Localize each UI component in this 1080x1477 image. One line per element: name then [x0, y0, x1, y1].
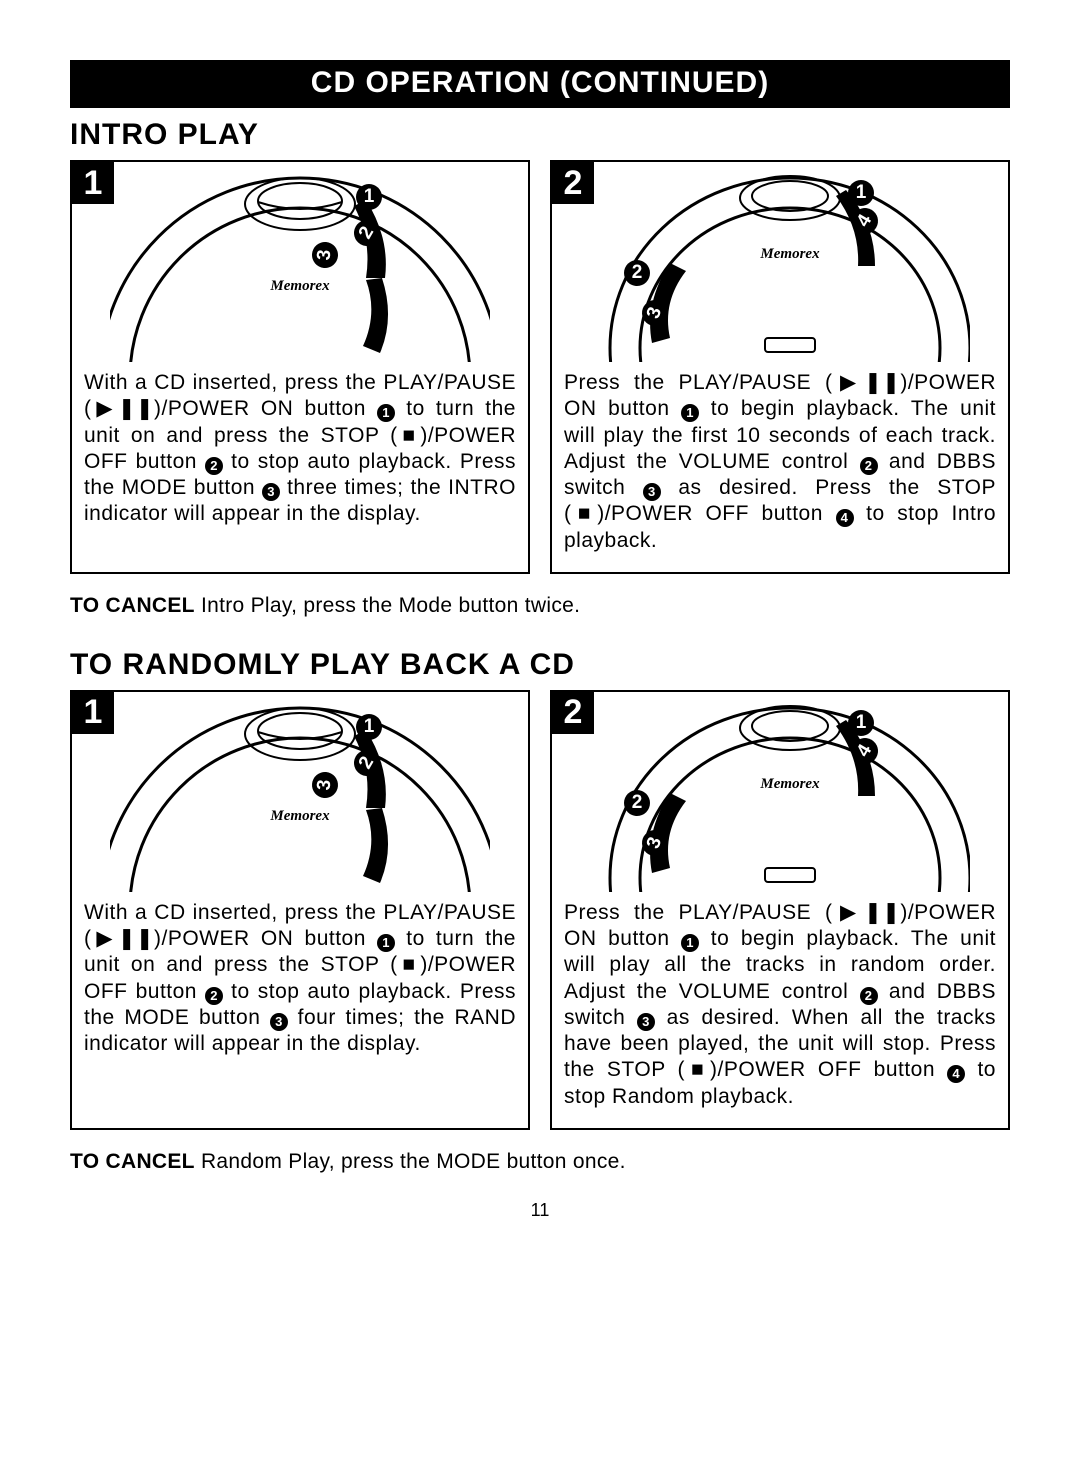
- ref-2-icon: 2: [205, 987, 223, 1005]
- ref-2-icon: 2: [860, 987, 878, 1005]
- t: Press the PLAY/PAUSE (: [564, 371, 832, 394]
- intro-step-2: 2 Memorex 1 2 3 4 Press the PLAY/PAUSE (…: [550, 160, 1010, 574]
- section-title-random-play: TO RANDOMLY PLAY BACK A CD: [70, 648, 1010, 682]
- intro-step-2-text: Press the PLAY/PAUSE (▶❚❚)/POWER ON butt…: [552, 362, 1008, 572]
- t: )/POWER ON button: [154, 927, 377, 950]
- ref-3-icon: 3: [262, 483, 280, 501]
- play-pause-icon: ▶❚❚: [832, 901, 900, 924]
- svg-text:Memorex: Memorex: [269, 278, 330, 294]
- t: )/POWER OFF button: [597, 502, 835, 525]
- t: )/POWER OFF button: [710, 1058, 947, 1081]
- callout-1: 1: [848, 180, 874, 206]
- svg-text:Memorex: Memorex: [269, 808, 330, 824]
- stop-icon: ■: [398, 424, 421, 447]
- stop-icon: ■: [572, 502, 598, 525]
- section-title-intro-play: INTRO PLAY: [70, 118, 1010, 152]
- random-step-1-illustration: 1 Memorex 1 2 3: [72, 692, 528, 892]
- step-number-badge: 1: [72, 162, 114, 204]
- t: )/POWER ON button: [154, 397, 377, 420]
- ref-4-icon: 4: [947, 1065, 965, 1083]
- random-step-2-text: Press the PLAY/PAUSE (▶❚❚)/POWER ON butt…: [552, 892, 1008, 1128]
- intro-cancel-note: TO CANCEL Intro Play, press the Mode but…: [70, 594, 1010, 618]
- step-number-badge: 1: [72, 692, 114, 734]
- callout-2: 2: [624, 260, 650, 286]
- random-step-1: 1 Memorex 1 2 3 With a CD inserted, pres…: [70, 690, 530, 1130]
- ref-2-icon: 2: [860, 457, 878, 475]
- cancel-label: TO CANCEL: [70, 594, 195, 617]
- svg-text:Memorex: Memorex: [759, 246, 820, 262]
- intro-step-2-illustration: 2 Memorex 1 2 3 4: [552, 162, 1008, 362]
- callout-1: 1: [848, 710, 874, 736]
- intro-step-1-illustration: 1 Memorex 1 2 3: [72, 162, 528, 362]
- t: Press the PLAY/PAUSE (: [564, 901, 832, 924]
- ref-2-icon: 2: [205, 457, 223, 475]
- ref-1-icon: 1: [681, 934, 699, 952]
- intro-step-1: 1 Memorex 1 2 3 With a CD inserted, pres…: [70, 160, 530, 574]
- cancel-text: Random Play, press the MODE button once.: [195, 1150, 626, 1173]
- random-step-2-illustration: 2 Memorex 1 2 3 4: [552, 692, 1008, 892]
- step-number-badge: 2: [552, 162, 594, 204]
- ref-3-icon: 3: [270, 1013, 288, 1031]
- cd-player-illustration-a: Memorex: [110, 698, 490, 892]
- page-banner: CD OPERATION (CONTINUED): [70, 60, 1010, 108]
- cancel-text: Intro Play, press the Mode button twice.: [195, 594, 580, 617]
- random-step-2: 2 Memorex 1 2 3 4 Press the PLAY/PAUSE (…: [550, 690, 1010, 1130]
- cancel-label: TO CANCEL: [70, 1150, 195, 1173]
- ref-4-icon: 4: [836, 509, 854, 527]
- callout-1: 1: [356, 184, 382, 210]
- ref-3-icon: 3: [643, 483, 661, 501]
- step-number-badge: 2: [552, 692, 594, 734]
- callout-2: 2: [624, 790, 650, 816]
- play-pause-icon: ▶❚❚: [832, 371, 900, 394]
- ref-1-icon: 1: [377, 934, 395, 952]
- svg-text:Memorex: Memorex: [759, 776, 820, 792]
- random-cancel-note: TO CANCEL Random Play, press the MODE bu…: [70, 1150, 1010, 1174]
- cd-player-illustration-a: Memorex: [110, 168, 490, 362]
- ref-1-icon: 1: [681, 404, 699, 422]
- play-pause-icon: ▶❚❚: [92, 397, 155, 420]
- page-number: 11: [70, 1200, 1010, 1221]
- random-play-steps: 1 Memorex 1 2 3 With a CD inserted, pres…: [70, 690, 1010, 1130]
- intro-play-steps: 1 Memorex 1 2 3 With a CD inserted, pres…: [70, 160, 1010, 574]
- intro-step-1-text: With a CD inserted, press the PLAY/PAUSE…: [72, 362, 528, 546]
- stop-icon: ■: [685, 1058, 710, 1081]
- play-pause-icon: ▶❚❚: [92, 927, 155, 950]
- ref-3-icon: 3: [637, 1013, 655, 1031]
- callout-1: 1: [356, 714, 382, 740]
- stop-icon: ■: [398, 953, 421, 976]
- ref-1-icon: 1: [377, 404, 395, 422]
- random-step-1-text: With a CD inserted, press the PLAY/PAUSE…: [72, 892, 528, 1076]
